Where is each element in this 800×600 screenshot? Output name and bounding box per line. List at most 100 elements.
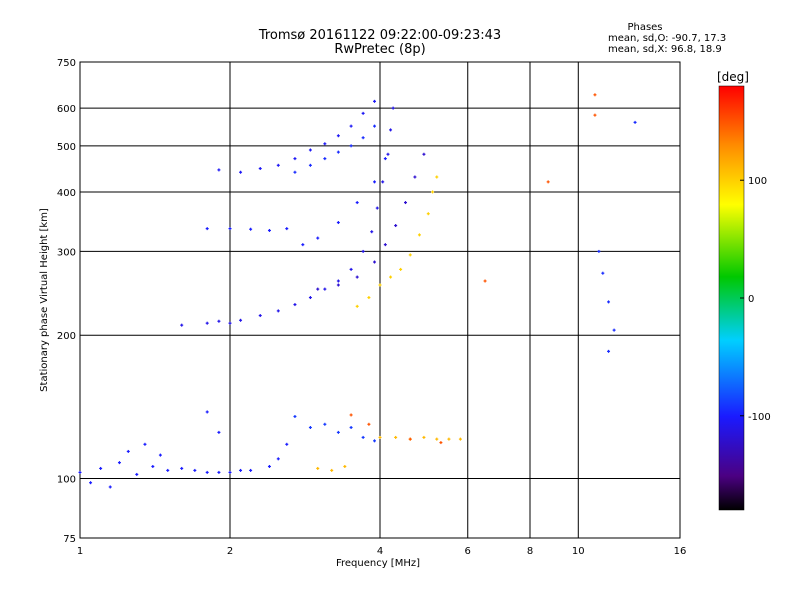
data-point bbox=[228, 227, 232, 231]
x-tick-label: 10 bbox=[572, 546, 585, 557]
data-point bbox=[439, 441, 443, 445]
colorbar-tick-label: -100 bbox=[748, 412, 771, 423]
data-point bbox=[336, 279, 340, 283]
data-point bbox=[373, 180, 377, 184]
data-point bbox=[258, 167, 262, 171]
data-point bbox=[258, 314, 262, 318]
y-tick-label: 600 bbox=[57, 104, 76, 115]
data-point bbox=[205, 470, 209, 474]
data-point bbox=[336, 134, 340, 138]
data-point bbox=[323, 422, 327, 426]
data-point bbox=[383, 243, 387, 247]
data-point bbox=[239, 318, 243, 322]
x-tick-label: 2 bbox=[227, 546, 233, 557]
data-point bbox=[166, 468, 170, 472]
data-point bbox=[151, 464, 155, 468]
data-point bbox=[308, 296, 312, 300]
colorbar-tick-label: 100 bbox=[748, 176, 767, 187]
data-point bbox=[108, 485, 112, 489]
data-point bbox=[293, 157, 297, 161]
data-point bbox=[349, 413, 353, 417]
data-point bbox=[593, 93, 597, 97]
data-point bbox=[383, 157, 387, 161]
data-point bbox=[193, 468, 197, 472]
data-point bbox=[370, 230, 374, 234]
data-point bbox=[285, 442, 289, 446]
data-point bbox=[378, 283, 382, 287]
data-point bbox=[276, 457, 280, 461]
data-point bbox=[143, 442, 147, 446]
data-point bbox=[293, 414, 297, 418]
data-point bbox=[381, 180, 385, 184]
data-point bbox=[633, 120, 637, 124]
data-point bbox=[308, 163, 312, 167]
data-point bbox=[403, 201, 407, 205]
phase-stats-title: Phases bbox=[627, 22, 662, 33]
data-point bbox=[228, 470, 232, 474]
y-tick-label: 750 bbox=[57, 58, 76, 69]
x-tick-label: 8 bbox=[527, 546, 533, 557]
data-point bbox=[593, 113, 597, 117]
y-tick-label: 400 bbox=[57, 188, 76, 199]
data-point bbox=[276, 163, 280, 167]
data-point bbox=[597, 249, 601, 253]
data-point bbox=[422, 152, 426, 156]
x-tick-label: 16 bbox=[674, 546, 687, 557]
data-point bbox=[483, 279, 487, 283]
data-point bbox=[267, 228, 271, 232]
data-point bbox=[373, 439, 377, 443]
data-point bbox=[355, 304, 359, 308]
data-point bbox=[217, 470, 221, 474]
data-point bbox=[546, 180, 550, 184]
data-point bbox=[267, 464, 271, 468]
data-point bbox=[249, 468, 253, 472]
data-point bbox=[435, 437, 439, 441]
data-point bbox=[417, 233, 421, 237]
y-tick-label: 500 bbox=[57, 142, 76, 153]
data-point bbox=[293, 303, 297, 307]
data-point bbox=[89, 481, 93, 485]
data-point bbox=[285, 227, 289, 231]
data-point bbox=[217, 319, 221, 323]
data-point bbox=[355, 201, 359, 205]
data-point bbox=[78, 470, 82, 474]
data-point bbox=[217, 168, 221, 172]
data-point bbox=[373, 99, 377, 103]
data-point bbox=[336, 150, 340, 154]
data-point bbox=[373, 124, 377, 128]
x-axis-ticks: 1 2 4 6 8 10 16 bbox=[77, 546, 687, 557]
plot-area: 1 2 4 6 8 10 16 75 100 200 300 400 500 600 750 bbox=[57, 58, 686, 557]
data-point bbox=[316, 287, 320, 291]
data-point bbox=[349, 124, 353, 128]
data-point bbox=[367, 422, 371, 426]
data-point bbox=[391, 106, 395, 110]
data-point bbox=[349, 425, 353, 429]
grid bbox=[80, 62, 680, 538]
data-point bbox=[117, 461, 121, 465]
data-point bbox=[394, 224, 398, 228]
x-tick-label: 4 bbox=[377, 546, 383, 557]
colorbar: [deg] 100 0 -100 bbox=[717, 70, 771, 511]
data-point bbox=[205, 321, 209, 325]
data-point bbox=[180, 466, 184, 470]
colorbar-label: [deg] bbox=[717, 70, 749, 84]
data-point bbox=[205, 410, 209, 414]
data-point bbox=[99, 466, 103, 470]
data-point bbox=[158, 453, 162, 457]
data-point bbox=[355, 275, 359, 279]
data-point bbox=[249, 227, 253, 231]
y-tick-label: 75 bbox=[63, 534, 76, 545]
data-point bbox=[422, 435, 426, 439]
data-point bbox=[239, 170, 243, 174]
data-point bbox=[435, 175, 439, 179]
data-point bbox=[389, 275, 393, 279]
data-point bbox=[301, 243, 305, 247]
data-point bbox=[126, 449, 130, 453]
data-point bbox=[447, 437, 451, 441]
data-point bbox=[367, 296, 371, 300]
data-point bbox=[426, 212, 430, 216]
data-point bbox=[361, 136, 365, 140]
y-axis-label: Stationary phase Virtual Height [km] bbox=[39, 208, 50, 392]
colorbar-tick-label: 0 bbox=[748, 294, 754, 305]
